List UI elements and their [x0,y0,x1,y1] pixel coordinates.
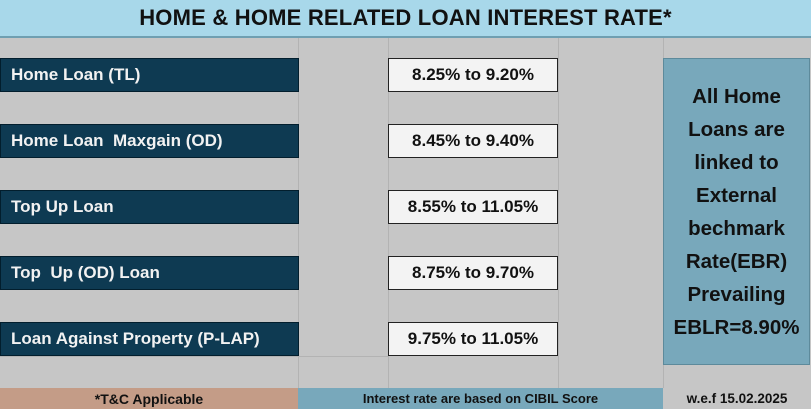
loan-rate-home-loan-maxgain: 8.45% to 9.40% [388,124,558,158]
loan-label-top-up-loan: Top Up Loan [0,190,299,224]
loan-rate-home-loan-tl: 8.25% to 9.20% [388,58,558,92]
page-title: HOME & HOME RELATED LOAN INTEREST RATE* [0,0,811,38]
loan-rate-loan-against-property: 9.75% to 11.05% [388,322,558,356]
loan-label-home-loan-tl: Home Loan (TL) [0,58,299,92]
gridline [558,38,559,388]
loan-label-top-up-od-loan: Top Up (OD) Loan [0,256,299,290]
loan-label-home-loan-maxgain: Home Loan Maxgain (OD) [0,124,299,158]
loan-label-loan-against-property: Loan Against Property (P-LAP) [0,322,299,356]
terms-footer: *T&C Applicable [0,388,298,409]
loan-rate-top-up-od-loan: 8.75% to 9.70% [388,256,558,290]
ebr-note: All Home Loans are linked to External be… [663,58,810,365]
cibil-footer: Interest rate are based on CIBIL Score [298,388,663,409]
effective-date-footer: w.e.f 15.02.2025 [663,388,811,409]
loan-rate-top-up-loan: 8.55% to 11.05% [388,190,558,224]
gridline [0,356,388,357]
